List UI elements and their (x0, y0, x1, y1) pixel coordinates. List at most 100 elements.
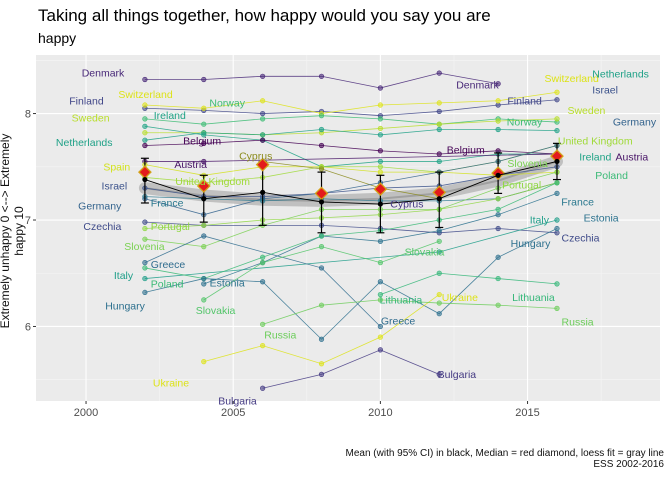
series-point (260, 279, 266, 285)
series-point (201, 76, 207, 83)
series-point (495, 206, 501, 212)
series-hungary (142, 225, 560, 342)
country-label: Denmark (456, 79, 499, 91)
series-point (260, 260, 266, 266)
series-point (201, 244, 207, 250)
series-point (436, 371, 442, 377)
country-label: Bulgaria (218, 396, 257, 408)
country-label: France (561, 196, 594, 208)
series-point (377, 291, 383, 298)
series-point (495, 102, 501, 108)
series-point (436, 126, 442, 133)
chart-subtitle: happy (38, 30, 77, 46)
series-line (144, 139, 558, 155)
country-label: Germany (78, 201, 122, 213)
country-label: Estonia (210, 277, 245, 289)
country-label: Czechia (83, 221, 121, 233)
series-point (318, 361, 325, 367)
series-point (260, 137, 266, 143)
country-label: Belgium (183, 136, 221, 148)
series-point (436, 100, 442, 106)
series-line (380, 272, 558, 295)
series-point (436, 291, 442, 298)
series-point (318, 265, 325, 271)
series-point (318, 73, 325, 79)
series-line (144, 166, 558, 197)
series-point (554, 180, 560, 186)
series-point (377, 260, 383, 266)
series-point (495, 196, 501, 202)
axes: 2000 2005 2010 2015 6 7 8 (25, 109, 540, 419)
series-point (554, 225, 560, 232)
country-label: Russia (264, 329, 296, 341)
plot-panel (36, 55, 660, 401)
series-point (318, 371, 325, 377)
series-point (436, 151, 442, 157)
series-point (436, 158, 442, 165)
country-label: Slovakia (405, 246, 445, 258)
series-line (144, 91, 558, 114)
country-label: Estonia (584, 212, 619, 224)
country-label: Poland (151, 278, 184, 290)
caption-line: Mean (with 95% CI) in black, Median = re… (345, 448, 665, 459)
series-point (377, 158, 383, 165)
series-point (201, 275, 207, 282)
series-point (554, 190, 560, 196)
country-label: Finland (507, 95, 542, 107)
series-point (318, 302, 325, 308)
series-point (554, 127, 560, 134)
country-label: Israel (592, 85, 618, 97)
series-point (201, 233, 207, 239)
country-label: Slovakia (196, 305, 236, 317)
series-point (201, 359, 207, 365)
country-label: Italy (114, 270, 134, 282)
series-point (318, 126, 325, 133)
series-line (144, 171, 558, 248)
series-point (495, 275, 501, 282)
series-point (436, 249, 442, 255)
series-point (554, 230, 560, 236)
country-label: Cyprus (390, 199, 423, 211)
series-point (495, 81, 501, 87)
series-line (144, 99, 558, 117)
mean-point (554, 158, 560, 165)
series-point (436, 70, 442, 76)
series-line (262, 349, 440, 389)
series-point (495, 98, 501, 104)
series-point (142, 225, 148, 232)
series-line (144, 228, 558, 340)
country-label: Switzerland (118, 89, 172, 101)
mean-line (144, 161, 558, 205)
series-line (144, 182, 558, 229)
country-label: Portugal (151, 221, 190, 233)
country-label: Czechia (562, 233, 600, 245)
country-label: Greece (381, 316, 416, 328)
series-point (377, 116, 383, 122)
series-point (436, 121, 442, 127)
series-denmark (142, 70, 501, 91)
series-point (142, 236, 148, 242)
series-point (260, 321, 266, 327)
series-point (142, 289, 148, 296)
series-point (495, 302, 501, 308)
mean-point (142, 176, 148, 183)
median-diamond (373, 182, 388, 197)
series-point (201, 130, 207, 136)
country-label: Sweden (72, 112, 110, 124)
country-label: Lithuania (512, 292, 555, 304)
series-point (495, 126, 501, 133)
series-point (318, 233, 325, 239)
y-tick-label: 8 (25, 109, 31, 121)
country-label: Italy (530, 215, 550, 227)
series-point (554, 281, 560, 287)
x-tick-label: 2010 (368, 407, 392, 419)
country-label: Netherlands (56, 137, 113, 149)
series-point (318, 336, 325, 342)
mean-point (318, 199, 325, 205)
country-label: Denmark (82, 68, 125, 80)
series-point (377, 148, 383, 154)
series-point (377, 85, 383, 91)
mean-point (436, 196, 442, 202)
country-label: Israel (102, 180, 128, 192)
series-point (318, 113, 325, 119)
